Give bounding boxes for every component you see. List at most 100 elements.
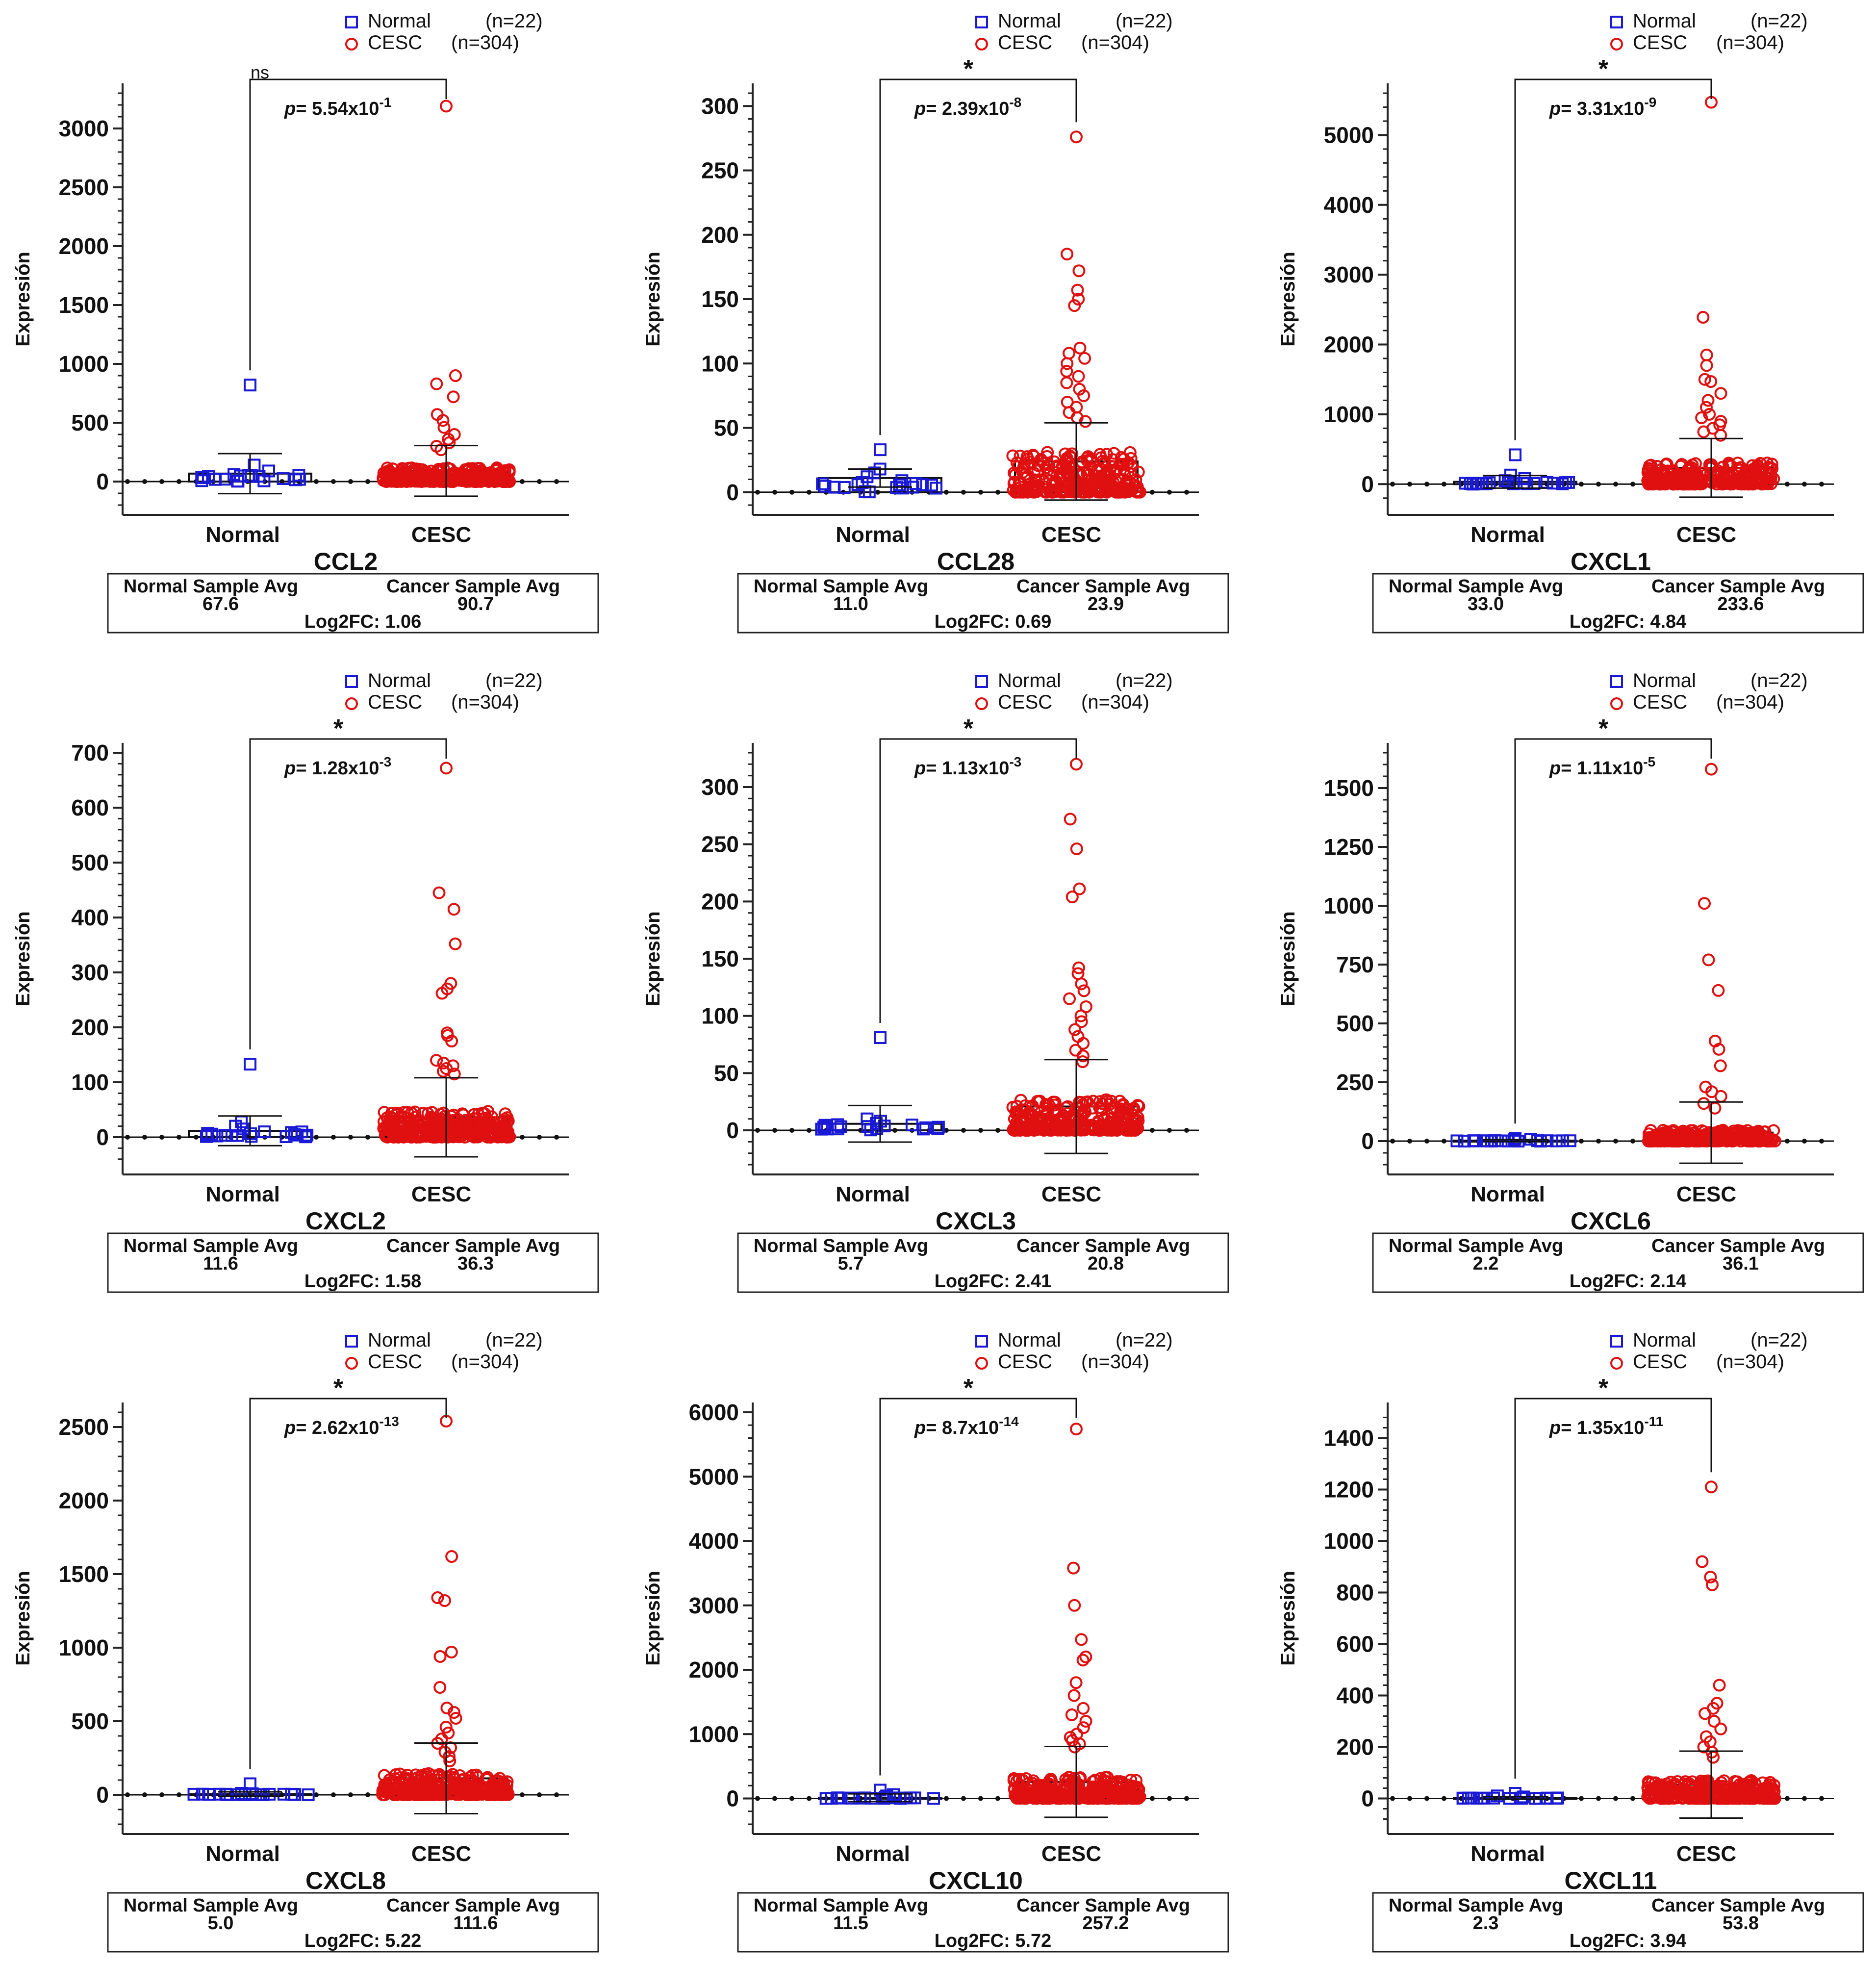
cancer-point [1707, 1715, 1721, 1728]
zero-dot [1390, 482, 1395, 487]
zero-dot [331, 1792, 336, 1797]
cancer-point [440, 762, 453, 775]
zero-dot [1613, 1139, 1618, 1144]
cancer-point [1073, 882, 1086, 895]
y-tick-label: 100 [71, 1070, 109, 1095]
cancer-point [1061, 248, 1074, 261]
normal-point [1533, 1792, 1546, 1805]
cancer-point [1069, 1044, 1082, 1057]
normal-point [225, 1129, 238, 1142]
zero-dot [1184, 1796, 1189, 1801]
y-axis-label: Expresión [1277, 1571, 1299, 1665]
summary-box [737, 1232, 1229, 1293]
x-label-normal: Normal [1470, 1842, 1545, 1866]
cancer-point [1079, 482, 1092, 495]
cancer-point [1096, 1097, 1109, 1110]
x-label-cancer: CESC [1676, 523, 1736, 547]
cancer-point [495, 1130, 508, 1144]
summary-log2fc: Log2FC: 2.41 [935, 1271, 1052, 1292]
cancer-point [449, 369, 462, 382]
cancer-point [1706, 1127, 1720, 1140]
cancer-point [424, 1111, 437, 1124]
zero-dot [314, 1135, 319, 1140]
normal-point [258, 1125, 271, 1139]
cancer-point [1106, 1123, 1119, 1137]
cancer-point [438, 1594, 451, 1607]
cancer-point [378, 1123, 391, 1136]
normal-point [1527, 477, 1541, 490]
cancer-point [1063, 992, 1076, 1005]
normal-point [1562, 476, 1575, 489]
x-label-cancer: CESC [411, 523, 471, 547]
zero-dot [807, 1128, 811, 1133]
cancer-point [1075, 1015, 1088, 1028]
x-label-normal: Normal [205, 1842, 280, 1866]
summary-cancer-avg: 90.7 [457, 594, 494, 614]
zero-dot [1167, 1796, 1172, 1801]
gene-title: CXCL8 [305, 1867, 386, 1894]
zero-dot [348, 479, 353, 484]
cancer-point [405, 461, 418, 475]
cancer-point [1109, 1101, 1122, 1114]
y-tick-label: 400 [71, 905, 109, 930]
cancer-point [456, 474, 469, 487]
y-tick-label: 300 [701, 93, 739, 119]
cancer-point [1011, 1782, 1024, 1795]
cancer-point [1060, 1791, 1073, 1805]
cancer-point [447, 1706, 460, 1719]
cancer-point [440, 100, 453, 113]
normal-point [1563, 1134, 1576, 1147]
cancer-point [435, 987, 449, 1000]
cancer-point [1077, 1037, 1090, 1050]
y-tick-label: 100 [701, 1003, 739, 1029]
y-tick-label: 1000 [689, 1721, 739, 1747]
zero-dot [365, 479, 370, 484]
y-tick-label: 3000 [59, 116, 109, 141]
summary-box [1372, 573, 1864, 634]
summary-normal-label: Normal Sample Avg [754, 1236, 928, 1256]
p-value-label: p= 1.28x10-3 [284, 754, 391, 779]
cancer-point [1712, 984, 1725, 997]
cancer-point [1073, 382, 1086, 396]
y-tick-label: 1000 [1324, 402, 1374, 427]
summary-cancer-avg: 23.9 [1088, 594, 1124, 614]
cancer-point [433, 1788, 446, 1801]
cancer-point [445, 1035, 458, 1047]
zero-dot [159, 1792, 164, 1797]
cancer-point [1128, 478, 1141, 491]
summary-normal-avg: 11.5 [833, 1913, 868, 1934]
legend-normal-label: Normal [1633, 670, 1696, 691]
p-value-label: p= 2.62x10-13 [284, 1414, 399, 1438]
cancer-point [1009, 1123, 1022, 1137]
y-tick-label: 600 [71, 795, 109, 820]
normal-point [816, 477, 829, 490]
cancer-point [431, 1769, 445, 1783]
legend-normal-n: (n=22) [1115, 670, 1173, 691]
legend-cancer-n: (n=304) [1081, 1351, 1149, 1373]
cancer-point [1060, 485, 1073, 499]
legend-normal-marker [1610, 16, 1623, 28]
normal-point [874, 443, 887, 457]
zero-dot [1785, 1139, 1790, 1144]
zero-dot [142, 1135, 147, 1140]
legend-normal-label: Normal [998, 670, 1061, 691]
cancer-point [1708, 1101, 1722, 1115]
legend-cancer-n: (n=304) [451, 1351, 519, 1373]
cancer-point [1741, 1131, 1754, 1144]
y-tick-label: 50 [714, 1060, 739, 1086]
y-tick-label: 2000 [689, 1657, 739, 1682]
summary-box [1372, 1892, 1864, 1953]
zero-dot [1630, 482, 1635, 487]
cancer-point [431, 1130, 444, 1144]
zero-dot [1184, 1128, 1189, 1133]
normal-point [856, 476, 869, 489]
cancer-point [1038, 481, 1051, 494]
cancer-point [476, 1106, 489, 1120]
y-tick-label: 2000 [59, 1488, 109, 1513]
normal-point [232, 1788, 245, 1801]
cancer-point [447, 473, 460, 486]
zero-dot [1184, 489, 1189, 495]
summary-cancer-avg: 20.8 [1088, 1253, 1124, 1274]
zero-dot [537, 1135, 542, 1140]
zero-dot [1167, 1128, 1172, 1133]
